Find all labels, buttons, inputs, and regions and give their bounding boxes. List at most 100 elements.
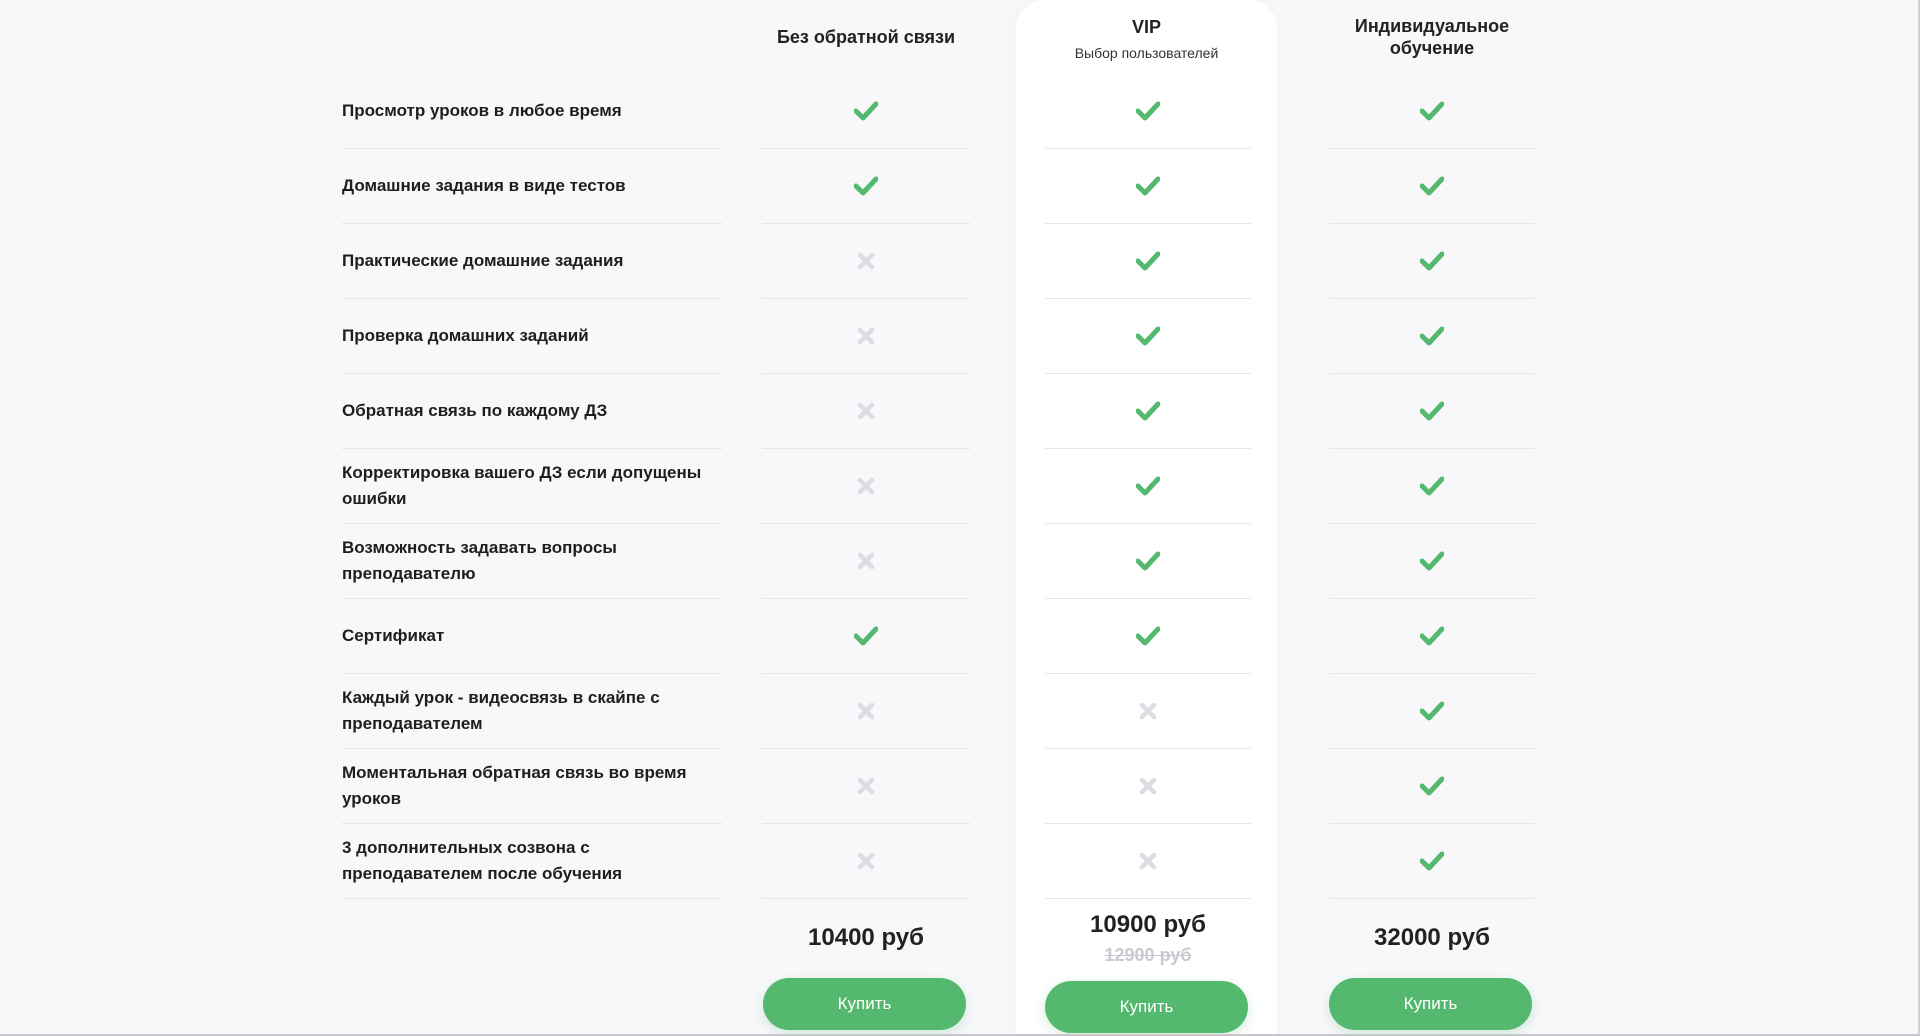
feature-cell [1329, 224, 1535, 299]
feature-label: Практические домашние задания [342, 224, 722, 299]
check-icon [1420, 776, 1444, 796]
price-individual: 32000 руб [1374, 924, 1490, 951]
cross-icon [1139, 702, 1157, 720]
check-icon [1420, 851, 1444, 871]
feature-cell [762, 449, 970, 524]
cross-icon [857, 477, 875, 495]
check-icon [1136, 626, 1160, 646]
feature-label: Сертификат [342, 599, 722, 674]
scrollbar-edge [1918, 0, 1920, 1036]
feature-row: Возможность задавать вопросы преподавате… [0, 524, 1920, 599]
feature-cell [762, 599, 970, 674]
check-icon [1420, 551, 1444, 571]
feature-cell [762, 149, 970, 224]
check-icon [1420, 401, 1444, 421]
feature-row: Каждый урок - видеосвязь в скайпе с преп… [0, 674, 1920, 749]
feature-cell [1045, 449, 1251, 524]
plan-title: VIP [1131, 17, 1161, 37]
feature-cell [1329, 749, 1535, 824]
feature-cell [1329, 149, 1535, 224]
feature-label: Просмотр уроков в любое время [342, 74, 722, 149]
cross-icon [857, 327, 875, 345]
check-icon [854, 626, 878, 646]
feature-cell [762, 674, 970, 749]
feature-cell [1045, 599, 1251, 674]
feature-row: Проверка домашних заданий [0, 299, 1920, 374]
price-basic: 10400 руб [808, 924, 924, 951]
cross-icon [857, 702, 875, 720]
feature-cell [762, 749, 970, 824]
feature-cell [1045, 149, 1251, 224]
feature-row: Домашние задания в виде тестов [0, 149, 1920, 224]
feature-cell [1045, 674, 1251, 749]
plan-header-basic: Без обратной связи [762, 26, 970, 48]
plan-header-individual: Индивидуальное обучение [1329, 15, 1535, 59]
feature-cell [1045, 749, 1251, 824]
check-icon [1420, 476, 1444, 496]
feature-cell [1045, 224, 1251, 299]
feature-cell [762, 74, 970, 149]
check-icon [1420, 626, 1444, 646]
feature-cell [762, 824, 970, 899]
plan-subtitle: Выбор пользователей [1074, 45, 1219, 61]
old-price-vip: 12900 руб [1104, 945, 1192, 965]
feature-cell [1329, 374, 1535, 449]
feature-row: 3 дополнительных созвона с преподавателе… [0, 824, 1920, 899]
feature-cell [1329, 74, 1535, 149]
feature-cell [1329, 674, 1535, 749]
price-vip: 10900 руб [1090, 911, 1206, 938]
feature-cell [1045, 524, 1251, 599]
feature-cell [762, 224, 970, 299]
check-icon [1136, 326, 1160, 346]
check-icon [1136, 551, 1160, 571]
check-icon [1136, 176, 1160, 196]
check-icon [1136, 101, 1160, 121]
cross-icon [857, 552, 875, 570]
feature-label: Корректировка вашего ДЗ если допущены ош… [342, 449, 722, 524]
feature-label: 3 дополнительных созвона с преподавателе… [342, 824, 722, 899]
check-icon [1420, 701, 1444, 721]
feature-cell [762, 374, 970, 449]
buy-button-vip[interactable]: Купить [1045, 981, 1248, 1033]
feature-row: Корректировка вашего ДЗ если допущены ош… [0, 449, 1920, 524]
bottom-divider [0, 1034, 1920, 1036]
feature-label: Моментальная обратная связь во время уро… [342, 749, 722, 824]
feature-row: Просмотр уроков в любое время [0, 74, 1920, 149]
feature-label: Возможность задавать вопросы преподавате… [342, 524, 722, 599]
check-icon [854, 176, 878, 196]
plan-title: Без обратной связи [776, 27, 956, 47]
feature-cell [1329, 449, 1535, 524]
cross-icon [1139, 852, 1157, 870]
check-icon [1420, 176, 1444, 196]
feature-cell [1045, 824, 1251, 899]
feature-row: Моментальная обратная связь во время уро… [0, 749, 1920, 824]
feature-cell [1045, 299, 1251, 374]
feature-row: Обратная связь по каждому ДЗ [0, 374, 1920, 449]
cross-icon [1139, 777, 1157, 795]
check-icon [1420, 326, 1444, 346]
feature-cell [1329, 524, 1535, 599]
feature-cell [1045, 74, 1251, 149]
feature-label: Проверка домашних заданий [342, 299, 722, 374]
check-icon [1136, 476, 1160, 496]
cross-icon [857, 777, 875, 795]
check-icon [1420, 251, 1444, 271]
check-icon [1420, 101, 1444, 121]
feature-cell [1329, 299, 1535, 374]
plan-header-vip: VIP Выбор пользователей [1016, 16, 1277, 64]
cross-icon [857, 402, 875, 420]
feature-row: Практические домашние задания [0, 224, 1920, 299]
cross-icon [857, 852, 875, 870]
feature-cell [1045, 374, 1251, 449]
buy-button-individual[interactable]: Купить [1329, 978, 1532, 1030]
feature-cell [762, 299, 970, 374]
check-icon [1136, 401, 1160, 421]
feature-cell [1329, 599, 1535, 674]
feature-cell [1329, 824, 1535, 899]
check-icon [1136, 251, 1160, 271]
check-icon [854, 101, 878, 121]
feature-row: Сертификат [0, 599, 1920, 674]
cross-icon [857, 252, 875, 270]
plan-title: Индивидуальное обучение [1354, 16, 1510, 58]
buy-button-basic[interactable]: Купить [763, 978, 966, 1030]
